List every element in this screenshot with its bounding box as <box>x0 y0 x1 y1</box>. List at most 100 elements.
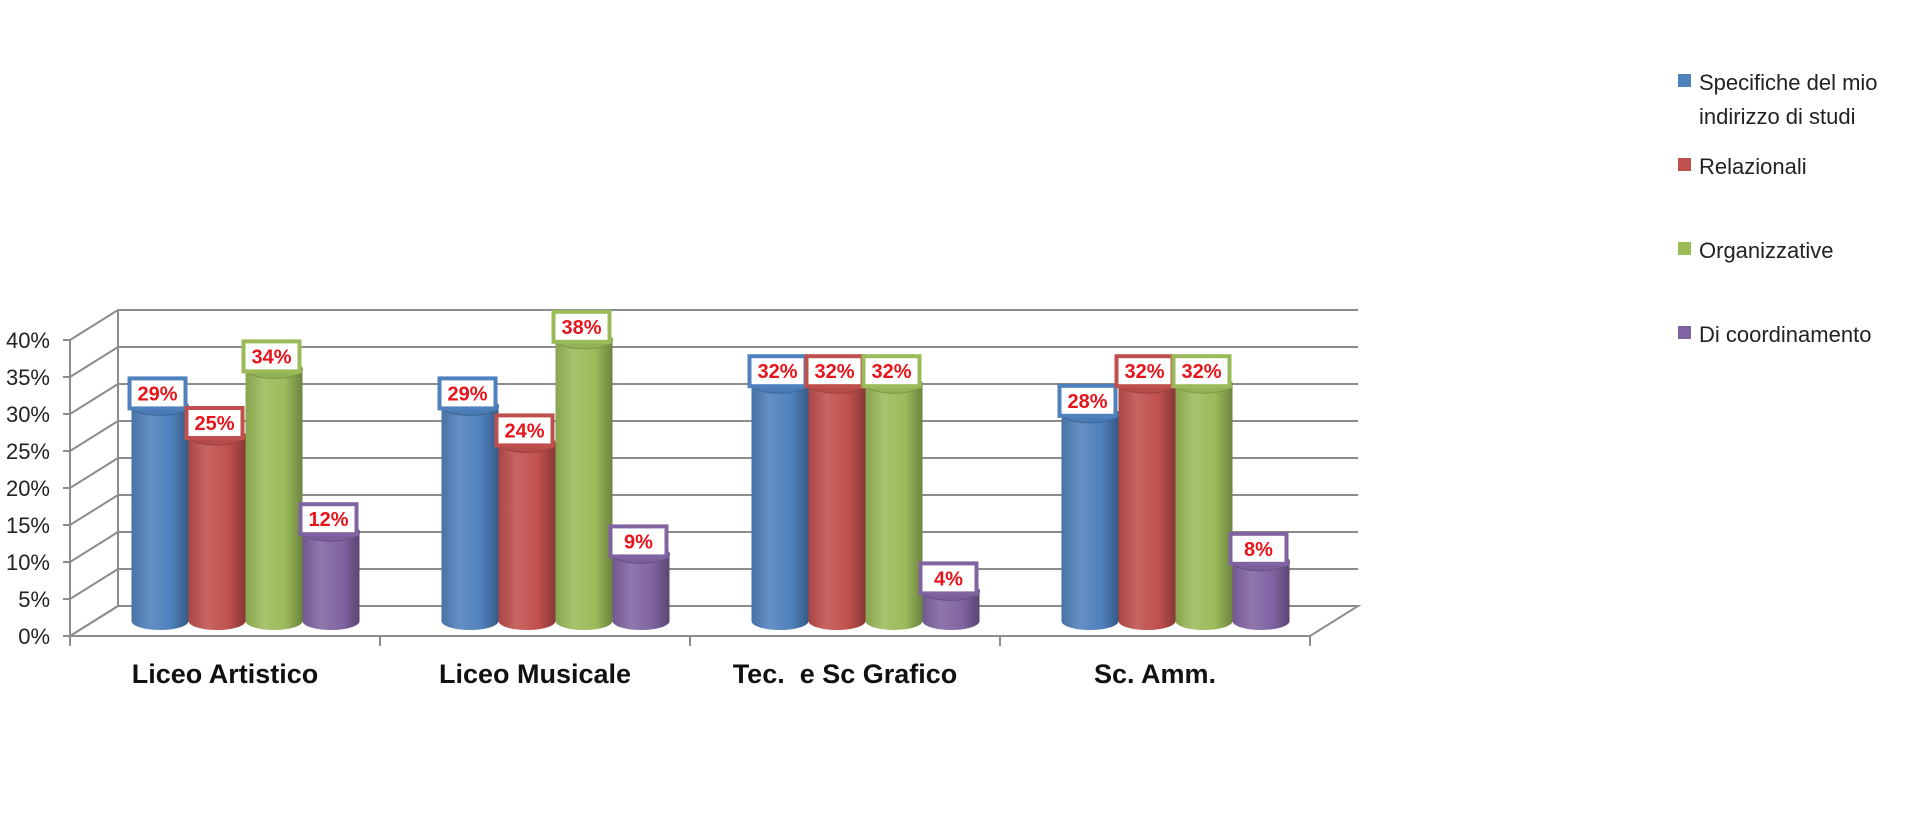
data-label: 4% <box>918 561 979 596</box>
legend-swatch <box>1678 326 1691 339</box>
side-gridline <box>69 494 119 526</box>
side-gridline <box>69 531 119 563</box>
data-label-box <box>184 406 245 440</box>
data-label-text: 8% <box>1244 539 1273 561</box>
bar-body <box>131 406 189 630</box>
data-label: 24% <box>494 413 555 448</box>
data-label: 32% <box>1171 354 1232 389</box>
y-tick-label: 20% <box>6 476 50 501</box>
bar <box>302 522 360 630</box>
data-label: 25% <box>184 406 245 440</box>
legend-item: Di coordinamento <box>1678 322 1871 347</box>
y-tick-label: 0% <box>18 624 50 649</box>
bar-body <box>555 339 613 630</box>
bar-body <box>1232 561 1290 630</box>
data-label-text: 4% <box>934 568 963 590</box>
data-label-box <box>1057 383 1118 418</box>
data-label-box <box>918 561 979 596</box>
legend-swatch <box>1678 158 1691 171</box>
bar-body <box>808 384 866 630</box>
x-category-label: Liceo Musicale <box>439 659 631 689</box>
bar <box>1061 404 1119 630</box>
y-tick-label: 40% <box>6 328 50 353</box>
legend-item: Organizzative <box>1678 238 1834 263</box>
bar <box>188 426 246 630</box>
data-label: 32% <box>804 354 865 389</box>
bar <box>1175 374 1233 630</box>
data-label: 32% <box>861 354 922 389</box>
side-gridline <box>69 568 119 600</box>
data-label-text: 32% <box>1181 361 1221 383</box>
data-label-box <box>1228 531 1289 566</box>
data-label-box <box>861 354 922 389</box>
bar-body <box>245 369 303 630</box>
bar-body <box>1061 413 1119 630</box>
bar-body <box>498 443 556 630</box>
x-category-label: Tec. e Sc Grafico <box>733 659 958 689</box>
legend-swatch <box>1678 74 1691 87</box>
data-label: 34% <box>241 339 302 374</box>
data-label: 8% <box>1228 531 1289 566</box>
data-label-text: 12% <box>308 509 348 531</box>
bars <box>131 330 1290 630</box>
bar-body <box>922 591 980 630</box>
side-gridline <box>69 309 119 341</box>
data-label: 29% <box>437 376 498 411</box>
bar <box>131 396 189 630</box>
data-label-text: 38% <box>561 317 601 339</box>
data-label-text: 34% <box>251 346 291 368</box>
bar <box>441 396 499 630</box>
data-label-text: 32% <box>814 361 854 383</box>
data-label-box <box>241 339 302 374</box>
data-label: 9% <box>608 524 669 559</box>
legend-label: Organizzative <box>1699 238 1834 263</box>
data-label: 29% <box>127 376 188 411</box>
bar <box>498 433 556 630</box>
bar-body <box>188 436 246 630</box>
axes <box>63 310 1362 646</box>
bar <box>1118 374 1176 630</box>
side-gridline <box>69 346 119 378</box>
legend-label: indirizzo di studi <box>1699 104 1856 129</box>
y-tick-label: 25% <box>6 439 50 464</box>
x-axis-categories: Liceo Artistico Liceo Musicale Tec. e Sc G… <box>132 659 1216 689</box>
data-label-text: 29% <box>137 383 177 405</box>
bar <box>865 374 923 630</box>
data-label-box <box>1171 354 1232 389</box>
data-label-box <box>747 354 808 389</box>
data-label-box <box>298 502 359 537</box>
bar <box>808 374 866 630</box>
data-label-box <box>608 524 669 559</box>
legend: Specifiche del mio indirizzo di studi Rela… <box>1678 70 1878 347</box>
data-label-box <box>437 376 498 411</box>
data-label-box <box>127 376 188 411</box>
data-label: 32% <box>1114 354 1175 389</box>
data-label-text: 28% <box>1067 391 1107 413</box>
legend-swatch <box>1678 242 1691 255</box>
x-category-label: Sc. Amm. <box>1094 659 1216 689</box>
data-label-text: 25% <box>194 413 234 435</box>
y-tick-label: 30% <box>6 402 50 427</box>
y-tick-label: 35% <box>6 365 50 390</box>
bar-body <box>865 384 923 630</box>
bar <box>751 374 809 630</box>
data-label-box <box>1114 354 1175 389</box>
legend-label: Di coordinamento <box>1699 322 1871 347</box>
bar-body <box>441 406 499 630</box>
data-label-box <box>494 413 555 448</box>
data-label: 12% <box>298 502 359 537</box>
floor <box>66 605 1362 637</box>
y-axis-ticks: 0% 5% 10% 15% 20% 25% 30% 35% 40% <box>6 328 50 649</box>
data-label: 32% <box>747 354 808 389</box>
data-labels: 29% 25% 34% 12% 29% 24% 38% 9% 32% 32% 32% 4% 28% 32%… <box>127 309 1289 596</box>
bar-body <box>612 554 670 630</box>
bar-body <box>1175 384 1233 630</box>
side-gridline <box>69 383 119 415</box>
y-tick-label: 5% <box>18 587 50 612</box>
bar <box>555 330 613 630</box>
data-label-text: 32% <box>871 361 911 383</box>
y-tick-label: 15% <box>6 513 50 538</box>
bar-body <box>1118 384 1176 630</box>
data-label-text: 24% <box>504 420 544 442</box>
